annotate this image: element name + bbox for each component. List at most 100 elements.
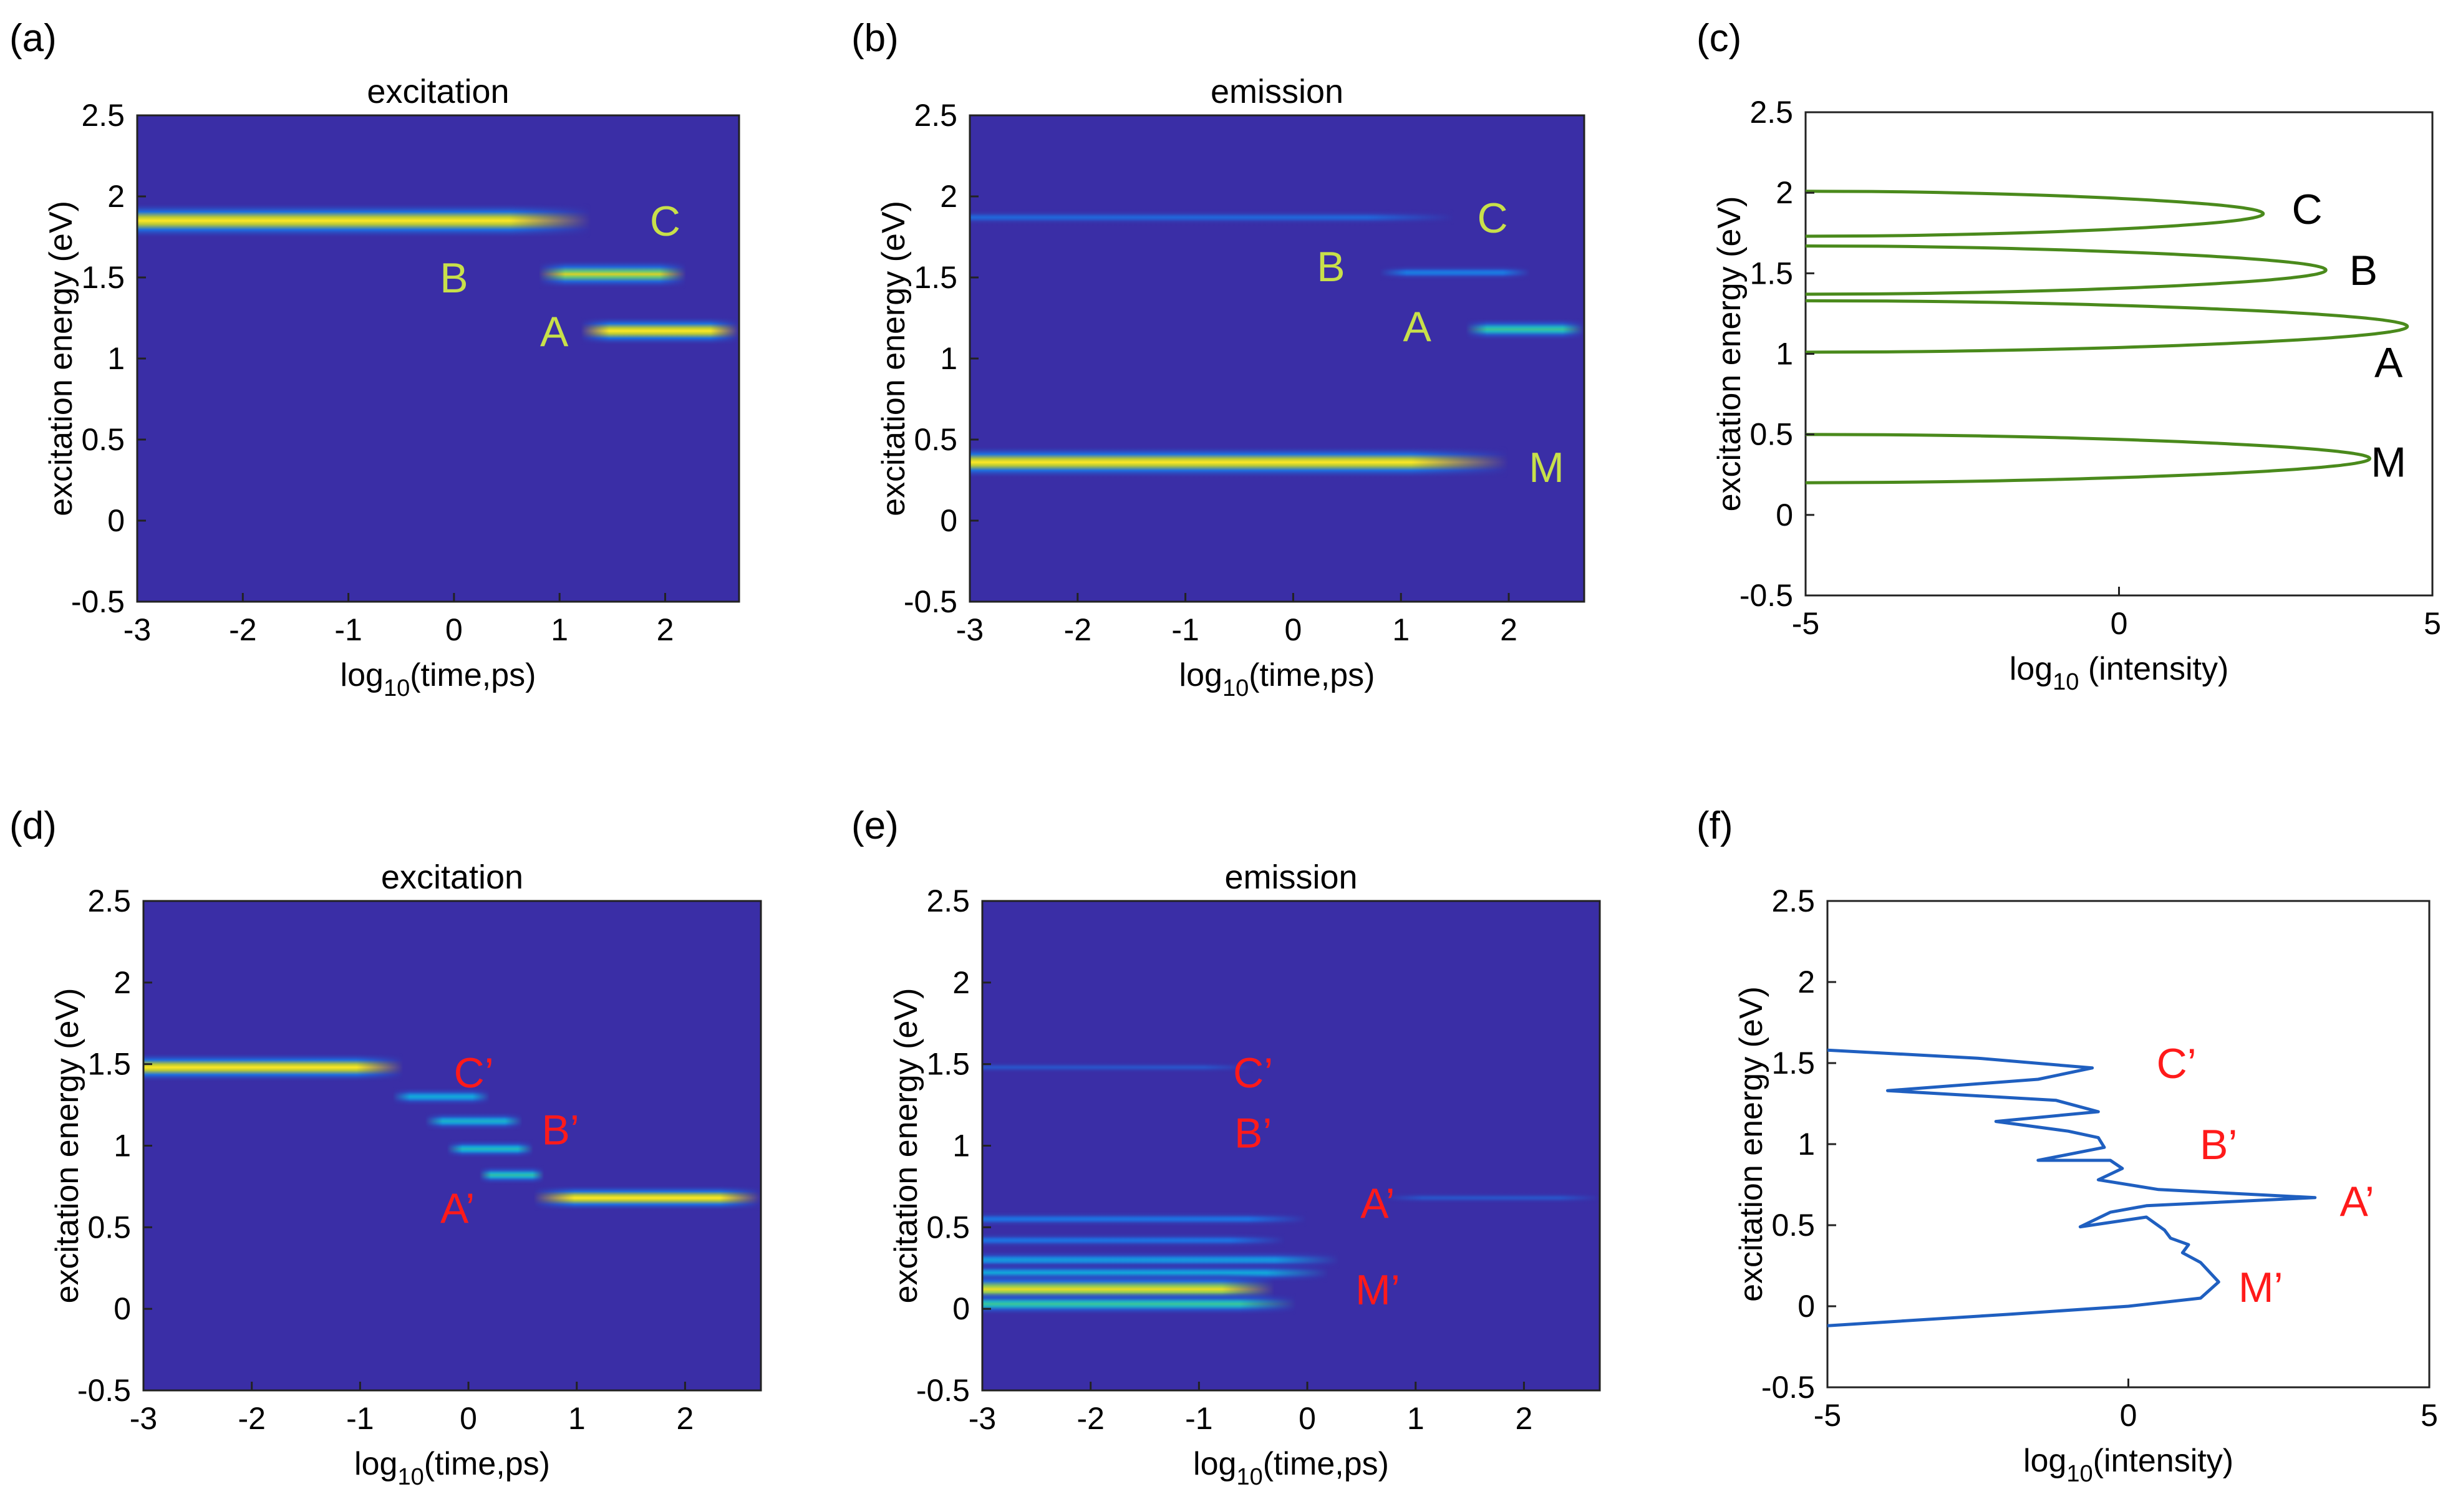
- annotation-label: C’: [2157, 1040, 2197, 1087]
- heatmap-band: [1379, 264, 1531, 281]
- y-tick-label: 2.5: [81, 98, 125, 133]
- x-axis-label-subscript: 10: [1222, 675, 1249, 701]
- x-tick-label: 0: [1299, 1401, 1316, 1436]
- x-tick-label: -1: [334, 612, 362, 647]
- x-tick-label: 1: [551, 612, 568, 647]
- panel-title: emission: [1211, 73, 1343, 110]
- y-tick-label: 2: [114, 965, 131, 1000]
- panel-label: (a): [9, 17, 57, 60]
- annotation-label: M: [2371, 439, 2406, 486]
- y-tick-label: 1: [1776, 337, 1793, 372]
- x-tick-label: -1: [346, 1401, 374, 1436]
- bands: [982, 1061, 1600, 1316]
- spectrum-line: [1806, 190, 2409, 484]
- bands: [137, 203, 739, 346]
- y-tick-label: -0.5: [77, 1373, 131, 1408]
- x-axis-label-base: log: [2010, 651, 2053, 687]
- heatmap-band: [143, 1052, 404, 1082]
- x-tick-label: 0: [1285, 612, 1302, 647]
- heatmap-band: [392, 1087, 490, 1107]
- y-tick-label: -0.5: [71, 584, 125, 619]
- annotation-label: M’: [2238, 1264, 2283, 1311]
- x-tick-label: 2: [677, 1401, 694, 1436]
- x-axis-label: log10(time,ps): [341, 657, 536, 701]
- x-axis-label-subscript: 10: [1236, 1464, 1262, 1490]
- heatmap-background: [982, 901, 1600, 1390]
- x-axis-label: log10 (intensity): [2010, 651, 2229, 695]
- x-axis-label: log10(time,ps): [1193, 1446, 1389, 1490]
- annotation-label: B: [2349, 247, 2378, 294]
- x-axis-label-rest: (intensity): [2093, 1443, 2233, 1479]
- x-axis-label: log10(time,ps): [1179, 657, 1375, 701]
- x-tick-label: 5: [2421, 1398, 2438, 1433]
- x-tick-label: 0: [460, 1401, 477, 1436]
- x-tick-label: -2: [238, 1401, 265, 1436]
- panel-e: (e) emission -3 -2 -1 0 1 2 -0.5 0 0.5 1 1.5 2 2.5 log1…: [851, 804, 1601, 1490]
- y-axis-label: excitation energy (eV): [1733, 986, 1769, 1302]
- y-tick-label: 0: [952, 1291, 970, 1326]
- heatmap-background: [970, 115, 1584, 602]
- x-tick-label: 1: [1407, 1401, 1425, 1436]
- annotation-label: B’: [1234, 1110, 1272, 1157]
- heatmap-band: [479, 1165, 544, 1185]
- panel-a: (a) excitation -3 -2 -1 0 1 2 -0.5 0 0.5 1 1.5 2 2.5 lo…: [9, 17, 740, 701]
- x-tick-label: -5: [1814, 1398, 1841, 1433]
- y-tick-label: 1.5: [1771, 1046, 1815, 1081]
- y-tick-label: 2.5: [926, 884, 970, 918]
- annotation-label: C: [2291, 186, 2322, 233]
- y-tick-label: 1.5: [926, 1047, 970, 1082]
- y-tick-label: -0.5: [916, 1373, 970, 1408]
- x-axis-label-base: log: [1179, 657, 1222, 693]
- x-tick-label: 5: [2424, 606, 2441, 641]
- heatmap-band: [982, 1211, 1308, 1228]
- heatmap-band: [1383, 1191, 1600, 1205]
- heatmap-band: [1465, 318, 1584, 341]
- y-axis-label: excitation energy (eV): [43, 201, 79, 516]
- y-axis-label: excitation energy (eV): [876, 201, 912, 516]
- heatmap-band: [982, 1232, 1286, 1249]
- y-tick-label: -0.5: [1739, 578, 1793, 613]
- annotation-label: C’: [454, 1049, 494, 1097]
- x-tick-label: 2: [1516, 1401, 1533, 1436]
- panel-label: (d): [9, 804, 57, 847]
- x-axis-label-subscript: 10: [2053, 669, 2079, 695]
- heatmap-band: [538, 259, 687, 289]
- y-axis-label: excitation energy (eV): [49, 988, 85, 1304]
- annotation-label: B’: [2200, 1121, 2237, 1168]
- annotation-label: C: [1478, 195, 1508, 242]
- y-tick-label: 0: [940, 503, 957, 538]
- panel-title: emission: [1224, 859, 1357, 896]
- y-tick-label: 1.5: [81, 260, 125, 295]
- x-axis-label-base: log: [354, 1446, 397, 1482]
- annotation-label: A’: [2339, 1178, 2374, 1225]
- y-axis-label: excitation energy (eV): [1711, 196, 1748, 512]
- x-tick-label: -3: [969, 1401, 996, 1436]
- y-tick-label: 1: [114, 1129, 131, 1163]
- x-tick-label: 0: [2111, 606, 2128, 641]
- panel-b: (b) emission -3 -2 -1 0 1 2 -0.5 0 0.5 1 1.5 2 2.5 log1…: [851, 17, 1585, 701]
- annotation-label: B: [1317, 243, 1345, 291]
- plot-frame: [1804, 111, 2434, 597]
- y-tick-label: 0: [1776, 498, 1793, 532]
- x-tick-label: 0: [2120, 1398, 2137, 1433]
- x-tick-label: 2: [1500, 612, 1517, 647]
- panel-label: (b): [851, 17, 899, 60]
- y-tick-label: 2: [1797, 965, 1815, 999]
- y-tick-label: 1.5: [1749, 256, 1793, 291]
- annotation-label: A: [1403, 303, 1431, 350]
- x-tick-label: -3: [123, 612, 151, 647]
- x-axis-label-base: log: [1193, 1446, 1236, 1482]
- heatmap-band: [581, 316, 739, 346]
- x-tick-label: 0: [445, 612, 463, 647]
- y-tick-label: 2: [940, 179, 957, 214]
- x-tick-label: -3: [130, 1401, 157, 1436]
- panel-title: excitation: [381, 859, 523, 896]
- x-axis-label-rest: (time,ps): [410, 657, 536, 693]
- annotation-label: A’: [1360, 1180, 1395, 1227]
- y-tick-label: -0.5: [904, 584, 957, 619]
- x-axis-label: log10(time,ps): [354, 1446, 550, 1490]
- x-axis-label-base: log: [2023, 1443, 2066, 1479]
- x-axis-label-subscript: 10: [2066, 1461, 2092, 1487]
- y-tick-label: 2.5: [87, 884, 131, 918]
- panel-label: (c): [1696, 17, 1741, 60]
